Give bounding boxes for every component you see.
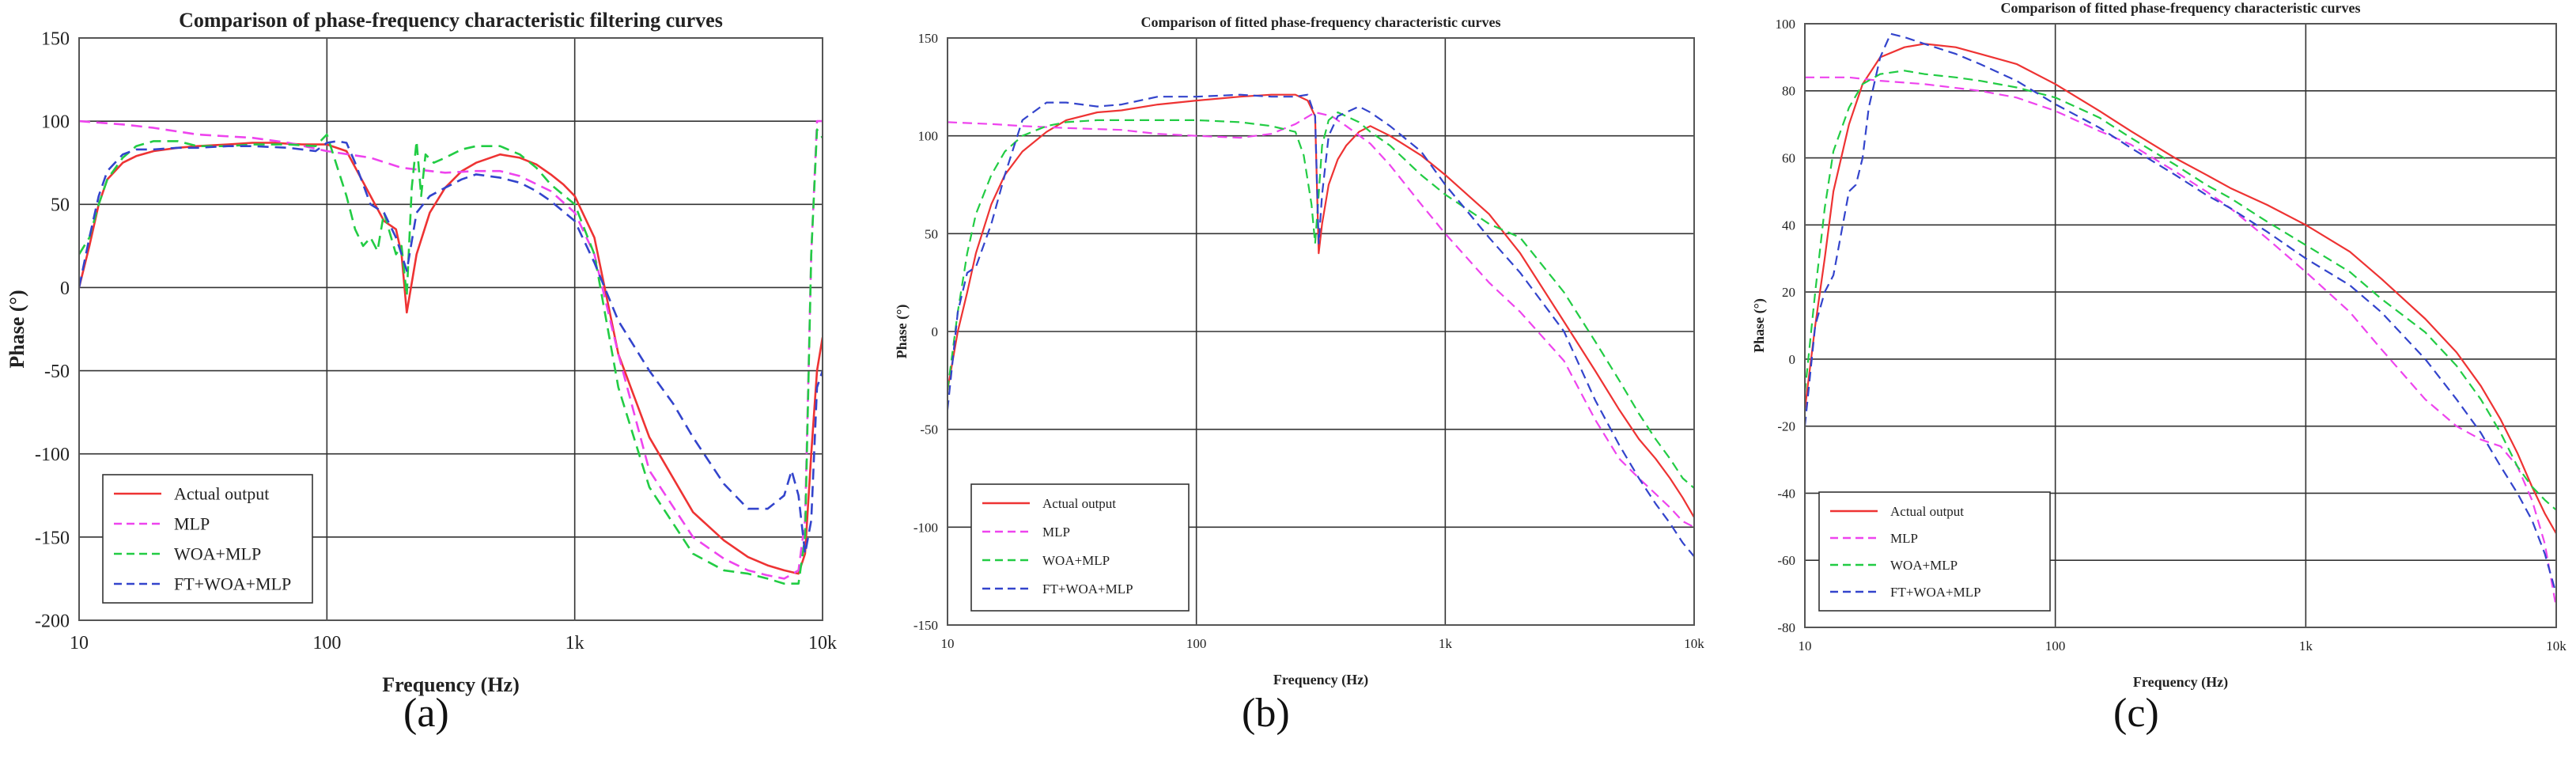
y-axis-label: Phase (°) — [1751, 298, 1768, 353]
x-tick-label: 1k — [1439, 636, 1453, 651]
y-tick-label: 100 — [1776, 17, 1796, 32]
y-tick-label: -50 — [44, 362, 70, 382]
series-line-ft — [79, 140, 823, 555]
y-tick-label: -150 — [35, 528, 70, 548]
y-tick-label: -100 — [35, 445, 70, 465]
x-axis-label: Frequency (Hz) — [2133, 674, 2228, 691]
y-tick-label: -100 — [914, 520, 938, 535]
y-tick-label: 100 — [41, 112, 70, 133]
y-tick-label: -20 — [1777, 419, 1795, 434]
legend-box — [970, 483, 1190, 612]
legend-label-woa: WOA+MLP — [1042, 553, 1110, 568]
chart-panel-1: -200 -150 -100 -50 0 50 100 150 10 100 1k 10k Compar… — [6, 9, 837, 696]
x-tick-label: 10k — [2546, 638, 2567, 653]
y-axis-label: Phase (°) — [6, 290, 28, 368]
x-tick-label: 10k — [1684, 636, 1704, 651]
series-group — [1805, 32, 2556, 608]
legend: Actual output MLP WOA+MLP FT+WOA+MLP — [970, 483, 1190, 612]
panel-label-c: (c) — [2113, 691, 2159, 736]
x-tick-label: 100 — [1186, 636, 1207, 651]
y-tick-label: 80 — [1782, 84, 1795, 99]
x-tick-label: 10 — [1799, 638, 1812, 653]
y-tick-label: 40 — [1782, 218, 1795, 233]
legend-label-woa: WOA+MLP — [1890, 558, 1958, 573]
legend-label-ft: FT+WOA+MLP — [1042, 581, 1133, 597]
series-line-mlp — [79, 119, 823, 580]
legend-box — [102, 474, 313, 604]
chart-title: Comparison of fitted phase-frequency cha… — [2000, 0, 2360, 16]
legend-label-ft: FT+WOA+MLP — [1890, 585, 1981, 600]
panel-label-a: (a) — [403, 691, 449, 736]
chart-title: Comparison of fitted phase-frequency cha… — [1140, 14, 1500, 30]
series-line-mlp — [1805, 76, 2556, 608]
y-tick-label: -40 — [1777, 486, 1795, 501]
y-tick-label: 0 — [60, 278, 70, 299]
legend-label-actual: Actual output — [1042, 496, 1116, 511]
legend-label-mlp: MLP — [1890, 531, 1918, 546]
series-group — [79, 119, 823, 585]
y-tick-label: 50 — [51, 195, 70, 216]
chart-panel-2: -150 -100 -50 0 50 100 150 10 100 1k 10k Comparison… — [894, 14, 1704, 688]
y-tick-label: -50 — [920, 422, 938, 438]
series-line-actual — [948, 93, 1694, 518]
series-line-ft — [1805, 32, 2556, 594]
series-line-actual — [1805, 43, 2556, 534]
y-axis-label: Phase (°) — [894, 305, 910, 359]
series-line-ft — [948, 93, 1694, 558]
legend: Actual output MLP WOA+MLP FT+WOA+MLP — [1818, 491, 2051, 612]
x-axis-label: Frequency (Hz) — [1273, 672, 1368, 688]
legend: Actual output MLP WOA+MLP FT+WOA+MLP — [102, 474, 313, 604]
series-line-woa — [79, 128, 823, 585]
y-tick-label: 150 — [41, 28, 70, 49]
series-line-woa — [948, 111, 1694, 489]
y-tick-label: 0 — [1789, 352, 1796, 367]
y-tick-label: -60 — [1777, 553, 1795, 568]
legend-label-mlp: MLP — [174, 514, 210, 534]
legend-label-mlp: MLP — [1042, 525, 1070, 540]
y-tick-label: 100 — [918, 129, 939, 144]
y-tick-label: 60 — [1782, 151, 1795, 166]
plot-frame — [1804, 23, 2557, 628]
plot-frame — [947, 37, 1695, 626]
plot-frame — [78, 37, 823, 621]
chart-title: Comparison of phase-frequency characteri… — [179, 9, 723, 32]
series-line-mlp — [948, 111, 1694, 528]
x-tick-label: 10 — [941, 636, 955, 651]
x-tick-label: 100 — [2045, 638, 2066, 653]
chart-panel-3: -80 -60 -40 -20 0 20 40 60 80 100 10 100 1k 10k Compar… — [1751, 0, 2567, 691]
panel-label-b: (b) — [1242, 691, 1290, 736]
y-tick-label: 20 — [1782, 285, 1795, 300]
x-axis-label: Frequency (Hz) — [382, 673, 520, 696]
y-tick-label: 150 — [918, 31, 939, 46]
x-tick-label: 100 — [312, 633, 341, 653]
y-tick-label: -150 — [914, 618, 938, 633]
x-tick-label: 10k — [808, 633, 837, 653]
y-tick-label: 50 — [925, 226, 938, 241]
legend-label-actual: Actual output — [174, 484, 269, 504]
x-tick-label: 1k — [2299, 638, 2313, 653]
legend-label-actual: Actual output — [1890, 504, 1964, 519]
y-tick-label: 0 — [932, 324, 939, 339]
series-group — [948, 93, 1694, 558]
x-tick-label: 10 — [70, 633, 89, 653]
y-tick-label: -80 — [1777, 620, 1795, 635]
legend-label-woa: WOA+MLP — [174, 544, 261, 564]
x-tick-label: 1k — [566, 633, 584, 653]
legend-label-ft: FT+WOA+MLP — [174, 574, 291, 594]
y-tick-label: -200 — [35, 611, 70, 631]
